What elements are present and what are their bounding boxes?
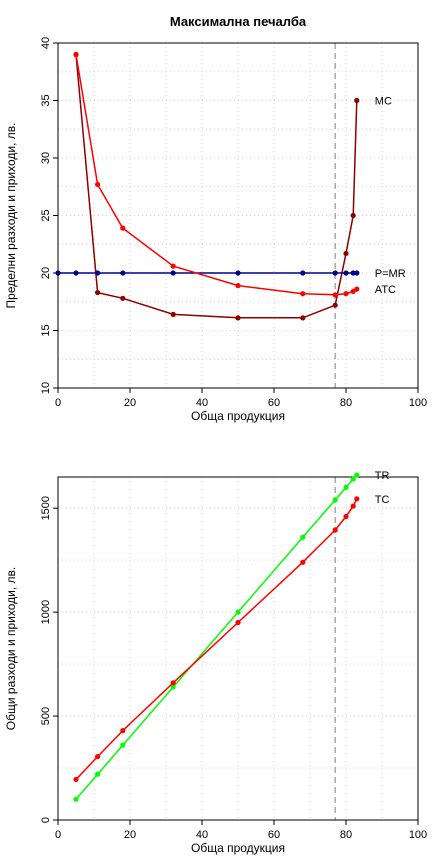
chart-title: Максимална печалба xyxy=(170,14,307,29)
series-label: P=MR xyxy=(375,268,406,280)
x-tick-label: 20 xyxy=(124,397,136,409)
data-point xyxy=(354,286,360,292)
data-point xyxy=(73,51,79,58)
data-point xyxy=(343,270,349,276)
data-point xyxy=(73,776,79,783)
x-axis-label: Обща продукция xyxy=(191,409,285,423)
series-line xyxy=(75,54,358,296)
data-point xyxy=(300,291,306,297)
data-point xyxy=(170,263,176,269)
y-tick-label: 10 xyxy=(40,382,52,394)
y-tick-label: 0 xyxy=(40,817,52,823)
series-p-mr: P=MR xyxy=(55,268,406,280)
data-point xyxy=(350,476,356,482)
data-point xyxy=(300,559,306,565)
data-point xyxy=(343,291,349,297)
x-tick-label: 60 xyxy=(268,829,280,841)
x-tick-label: 100 xyxy=(409,829,427,841)
x-tick-label: 40 xyxy=(196,829,208,841)
y-tick-label: 1500 xyxy=(40,496,52,520)
y-tick-label: 40 xyxy=(40,37,52,49)
x-tick-label: 60 xyxy=(268,397,280,409)
data-point xyxy=(235,619,241,626)
x-tick-label: 100 xyxy=(409,397,427,409)
y-tick-label: 30 xyxy=(40,152,52,164)
y-tick-label: 35 xyxy=(40,94,52,106)
data-point xyxy=(332,270,338,276)
data-point xyxy=(354,270,360,276)
data-point xyxy=(235,283,241,289)
data-point xyxy=(332,527,338,533)
data-point xyxy=(354,496,360,502)
y-axis-label: Пределни разходи и приходи, лв. xyxy=(4,123,18,309)
y-tick-label: 15 xyxy=(40,324,52,336)
data-point xyxy=(332,292,338,298)
series-label: ATC xyxy=(375,284,396,296)
series-tr: TR xyxy=(73,470,390,802)
data-point xyxy=(235,270,241,276)
data-point xyxy=(95,753,101,760)
y-tick-label: 20 xyxy=(40,267,52,279)
data-point xyxy=(95,771,101,777)
series-mc: MC xyxy=(73,51,392,321)
data-point xyxy=(343,484,349,490)
data-point xyxy=(354,472,360,478)
x-tick-label: 0 xyxy=(55,829,61,841)
x-tick-label: 0 xyxy=(55,397,61,409)
data-point xyxy=(95,270,101,276)
data-point xyxy=(343,513,349,520)
x-tick-label: 20 xyxy=(124,829,136,841)
series-atc: ATC xyxy=(73,51,396,298)
x-tick-label: 80 xyxy=(340,829,352,841)
data-point xyxy=(95,181,101,188)
y-axis-label: Общи разходи и приходи, лв. xyxy=(4,567,18,730)
data-point xyxy=(170,684,176,690)
series-label: MC xyxy=(375,96,392,108)
series-label: TC xyxy=(375,494,390,506)
x-axis-label: Обща продукция xyxy=(191,841,285,855)
data-point xyxy=(343,250,349,257)
series-line xyxy=(75,54,358,319)
data-point xyxy=(170,270,176,276)
data-point xyxy=(350,212,356,219)
plot-frame xyxy=(57,476,419,821)
series-label: TR xyxy=(375,470,390,482)
series-line xyxy=(75,498,358,781)
data-point xyxy=(235,609,241,615)
series-line xyxy=(75,474,358,800)
series-tc: TC xyxy=(73,494,390,783)
data-point xyxy=(73,796,79,802)
x-tick-label: 40 xyxy=(196,397,208,409)
data-point xyxy=(332,302,338,308)
data-point xyxy=(120,728,126,734)
data-point xyxy=(120,270,126,276)
data-point xyxy=(95,289,101,296)
data-point xyxy=(120,742,126,748)
data-point xyxy=(354,97,360,104)
data-point xyxy=(170,311,176,317)
data-point xyxy=(350,270,356,276)
data-point xyxy=(120,295,126,301)
data-point xyxy=(120,225,126,231)
data-point xyxy=(300,315,306,321)
data-point xyxy=(55,270,61,276)
data-point xyxy=(300,270,306,276)
data-point xyxy=(73,270,79,276)
data-point xyxy=(300,534,306,540)
data-point xyxy=(170,680,176,686)
data-point xyxy=(235,315,241,321)
x-tick-label: 80 xyxy=(340,397,352,409)
y-tick-label: 25 xyxy=(40,209,52,221)
data-point xyxy=(350,503,356,509)
y-tick-label: 500 xyxy=(40,707,52,725)
data-point xyxy=(332,497,338,503)
y-tick-label: 1000 xyxy=(40,600,52,624)
